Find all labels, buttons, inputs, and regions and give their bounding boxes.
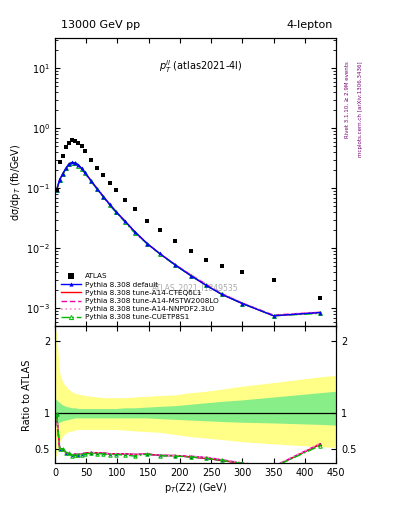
Text: ATLAS_2021_I1849535: ATLAS_2021_I1849535	[152, 283, 239, 292]
Text: $p_T^{ll}$ (atlas2021-4l): $p_T^{ll}$ (atlas2021-4l)	[160, 58, 243, 75]
Y-axis label: dσ/dp$_T$ (fb/GeV): dσ/dp$_T$ (fb/GeV)	[9, 143, 24, 221]
Y-axis label: Ratio to ATLAS: Ratio to ATLAS	[22, 359, 32, 431]
Text: 4-lepton: 4-lepton	[287, 19, 333, 30]
Text: 13000 GeV pp: 13000 GeV pp	[61, 19, 140, 30]
Legend: ATLAS, Pythia 8.308 default, Pythia 8.308 tune-A14-CTEQ6L1, Pythia 8.308 tune-A1: ATLAS, Pythia 8.308 default, Pythia 8.30…	[59, 271, 220, 323]
Text: Rivet 3.1.10, ≥ 2.9M events: Rivet 3.1.10, ≥ 2.9M events	[345, 61, 350, 138]
Text: mcplots.cern.ch [arXiv:1306.3436]: mcplots.cern.ch [arXiv:1306.3436]	[358, 61, 363, 157]
X-axis label: p$_T$(Z2) (GeV): p$_T$(Z2) (GeV)	[164, 481, 227, 495]
